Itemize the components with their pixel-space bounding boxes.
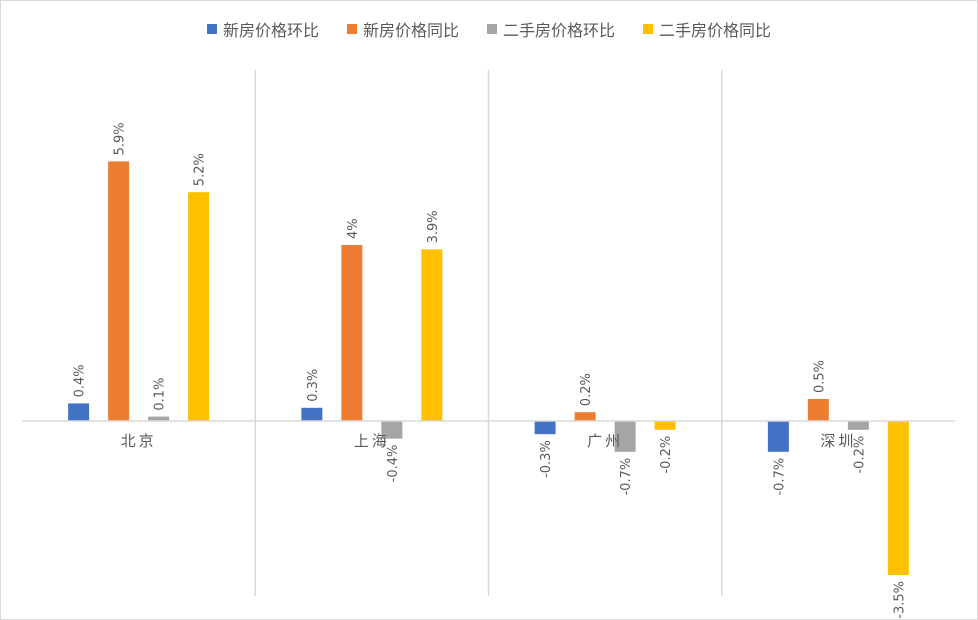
data-label: -0.3% [539,440,554,478]
bar [887,421,909,575]
data-label: 5.9% [113,122,128,155]
legend-item: 新房价格环比 [206,17,319,41]
bar [614,421,636,452]
legend-swatch [643,24,654,34]
legend-item: 新房价格同比 [346,17,459,41]
legend: 新房价格环比 新房价格同比 二手房价格环比 二手房价格同比 [0,17,978,41]
legend-label: 二手房价格同比 [659,21,772,40]
data-label: -0.2% [659,436,674,474]
legend-label: 新房价格同比 [362,21,459,40]
bar [381,421,403,439]
data-label: 0.2% [579,373,594,406]
bar [654,421,676,430]
bar [421,249,443,421]
data-label: 0.5% [812,360,827,393]
data-label: 0.1% [153,378,168,411]
legend-swatch [206,24,217,34]
data-label: -3.5% [892,581,907,619]
legend-label: 新房价格环比 [222,21,319,40]
bar [534,421,556,435]
category-label: 北京 [121,432,157,450]
data-label: 5.2% [193,153,208,186]
bar [341,245,363,421]
category-label: 深圳 [820,432,856,450]
bar [847,421,869,430]
data-label: -0.7% [772,458,787,496]
bar [108,161,130,421]
data-label: 0.3% [306,369,321,402]
data-label: -0.2% [852,436,867,474]
data-label: -0.4% [386,445,401,483]
data-label: 4% [346,218,361,239]
category-label: 广州 [587,432,623,450]
bar [301,407,323,421]
bar [188,192,210,421]
legend-item: 二手房价格环比 [487,17,615,41]
data-label: 3.9% [426,210,441,243]
bar [148,416,170,421]
data-label: -0.7% [619,458,634,496]
legend-swatch [346,24,357,34]
bar [68,403,90,421]
legend-label: 二手房价格环比 [503,21,616,40]
data-label: 0.4% [73,364,88,397]
bar [767,421,789,452]
legend-swatch [487,24,497,34]
legend-item: 二手房价格同比 [643,17,771,41]
bar [574,412,596,421]
bar [807,399,829,421]
category-label: 上海 [354,432,390,450]
